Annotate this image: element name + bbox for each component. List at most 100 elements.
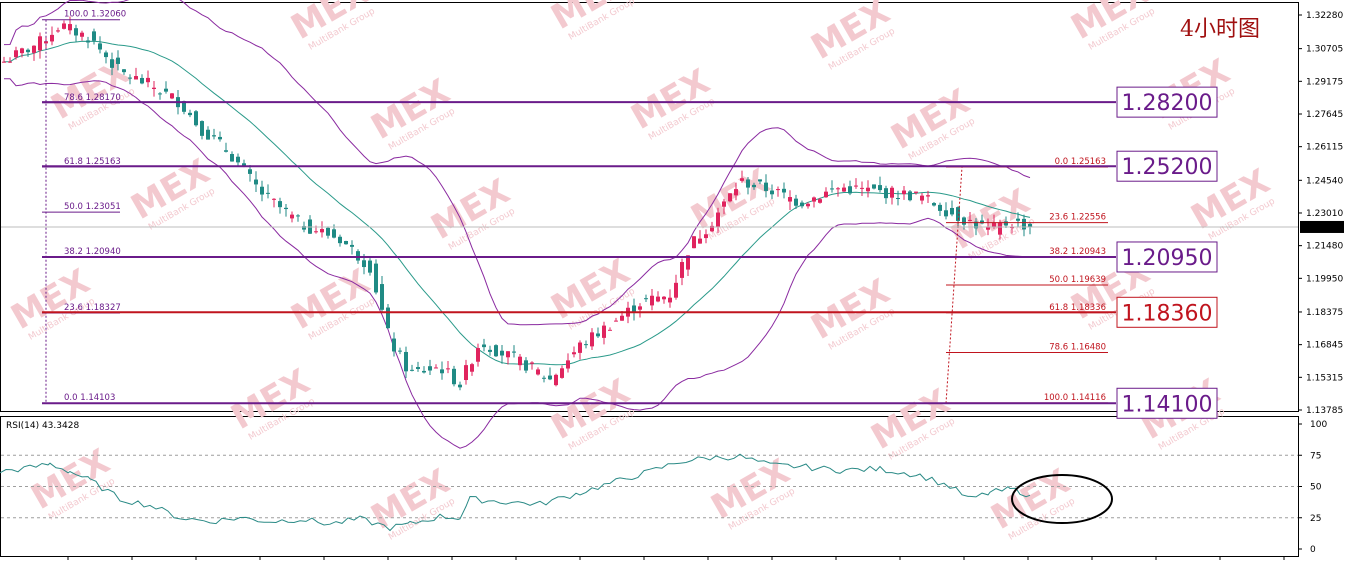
candle-body bbox=[920, 195, 924, 201]
candle-body bbox=[284, 207, 288, 210]
fib-right-label: 38.2 1.20943 bbox=[1049, 247, 1106, 257]
candle-body bbox=[536, 369, 540, 375]
candle-body bbox=[128, 77, 132, 79]
candle-body bbox=[266, 192, 270, 194]
candle-body bbox=[650, 295, 654, 306]
candle-body bbox=[380, 284, 384, 310]
price-tick-label: 1.24540 bbox=[1306, 176, 1343, 186]
key-level-box bbox=[1116, 241, 1218, 273]
price-tick-label: 1.19950 bbox=[1306, 274, 1343, 284]
upper-band bbox=[3, 0, 1031, 326]
candle-body bbox=[1004, 221, 1008, 226]
candle-body bbox=[890, 187, 894, 198]
rsi-highlight-ellipse bbox=[1011, 474, 1113, 524]
candle-body bbox=[236, 156, 240, 163]
fib-left-label: 23.6 1.18327 bbox=[64, 303, 121, 313]
candle-body bbox=[116, 57, 120, 64]
candle-body bbox=[470, 364, 474, 372]
candle-body bbox=[722, 201, 726, 207]
candle-body bbox=[986, 226, 990, 230]
price-tick-label: 1.30705 bbox=[1306, 45, 1343, 55]
candle-body bbox=[164, 88, 168, 92]
candle-body bbox=[368, 260, 372, 273]
current-price-badge bbox=[1300, 220, 1344, 233]
candle-body bbox=[398, 350, 402, 352]
price-axis: 1.32280 1.30705 1.29175 1.27645 1.26115 1.245… bbox=[1, 11, 1344, 416]
candle-body bbox=[644, 298, 648, 300]
candle-body bbox=[344, 240, 348, 245]
candle-body bbox=[848, 186, 852, 194]
candle-body bbox=[374, 263, 378, 293]
candle-body bbox=[428, 366, 432, 371]
candle-body bbox=[488, 349, 492, 352]
main-panel-frame bbox=[0, 2, 1299, 412]
candle-body bbox=[248, 169, 252, 174]
key-level-label: 1.25200 bbox=[1122, 155, 1213, 180]
candle-body bbox=[608, 329, 612, 331]
candle-body bbox=[476, 348, 480, 362]
candle-body bbox=[464, 365, 468, 381]
candle-body bbox=[998, 222, 1002, 235]
candle-body bbox=[38, 36, 42, 51]
candle-body bbox=[392, 338, 396, 352]
candle-body bbox=[740, 178, 744, 181]
candle-body bbox=[86, 40, 90, 43]
candle-body bbox=[668, 297, 672, 303]
candle-body bbox=[728, 193, 732, 202]
candle-body bbox=[356, 251, 360, 261]
candle-body bbox=[818, 199, 822, 203]
candle-body bbox=[200, 121, 204, 136]
candle-body bbox=[902, 190, 906, 195]
candle-body bbox=[146, 77, 150, 83]
candle-body bbox=[824, 191, 828, 198]
fib-left-label: 78.6 1.28170 bbox=[64, 93, 121, 103]
candle-body bbox=[572, 352, 576, 355]
candle-body bbox=[560, 368, 564, 378]
candle-body bbox=[1016, 218, 1020, 221]
candle-body bbox=[80, 32, 84, 37]
candle-body bbox=[68, 24, 72, 31]
rsi-tick-label: 50 bbox=[1310, 483, 1322, 493]
candle-body bbox=[2, 61, 6, 63]
candle-body bbox=[944, 210, 948, 217]
candle-body bbox=[704, 234, 708, 239]
candle-body bbox=[842, 187, 846, 192]
candle-body bbox=[44, 41, 48, 44]
candle-body bbox=[554, 374, 558, 386]
candle-body bbox=[518, 356, 522, 366]
candle-body bbox=[656, 296, 660, 302]
candle-body bbox=[620, 315, 624, 321]
fibonacci-levels: 100.0 1.32060 78.6 1.28170 61.8 1.25163 50.… bbox=[42, 10, 1108, 404]
key-level-box bbox=[1116, 387, 1218, 419]
candle-body bbox=[542, 377, 546, 379]
key-level-box bbox=[1116, 296, 1218, 328]
key-level-box bbox=[1116, 86, 1218, 118]
candle-body bbox=[458, 384, 462, 388]
candle-body bbox=[806, 203, 810, 207]
candle-body bbox=[734, 189, 738, 196]
candle-body bbox=[104, 52, 108, 58]
candle-body bbox=[242, 163, 246, 167]
candle-body bbox=[584, 344, 588, 346]
candle-body bbox=[800, 202, 804, 207]
candle-body bbox=[590, 332, 594, 347]
candle-body bbox=[230, 153, 234, 162]
fib-right-label: 61.8 1.18336 bbox=[1049, 303, 1106, 313]
candle-body bbox=[278, 201, 282, 208]
candle-body bbox=[152, 87, 156, 90]
candle-body bbox=[326, 227, 330, 236]
candle-body bbox=[716, 212, 720, 228]
key-level-label: 1.14100 bbox=[1122, 392, 1213, 417]
candle-body bbox=[938, 204, 942, 211]
rsi-line bbox=[0, 453, 1031, 532]
price-tick-label: 1.32280 bbox=[1306, 11, 1343, 21]
key-levels: 1.28200 1.25200 1.20950 1.18360 1.14100 bbox=[42, 86, 1218, 419]
candle-body bbox=[1028, 223, 1032, 228]
candle-body bbox=[218, 136, 222, 140]
